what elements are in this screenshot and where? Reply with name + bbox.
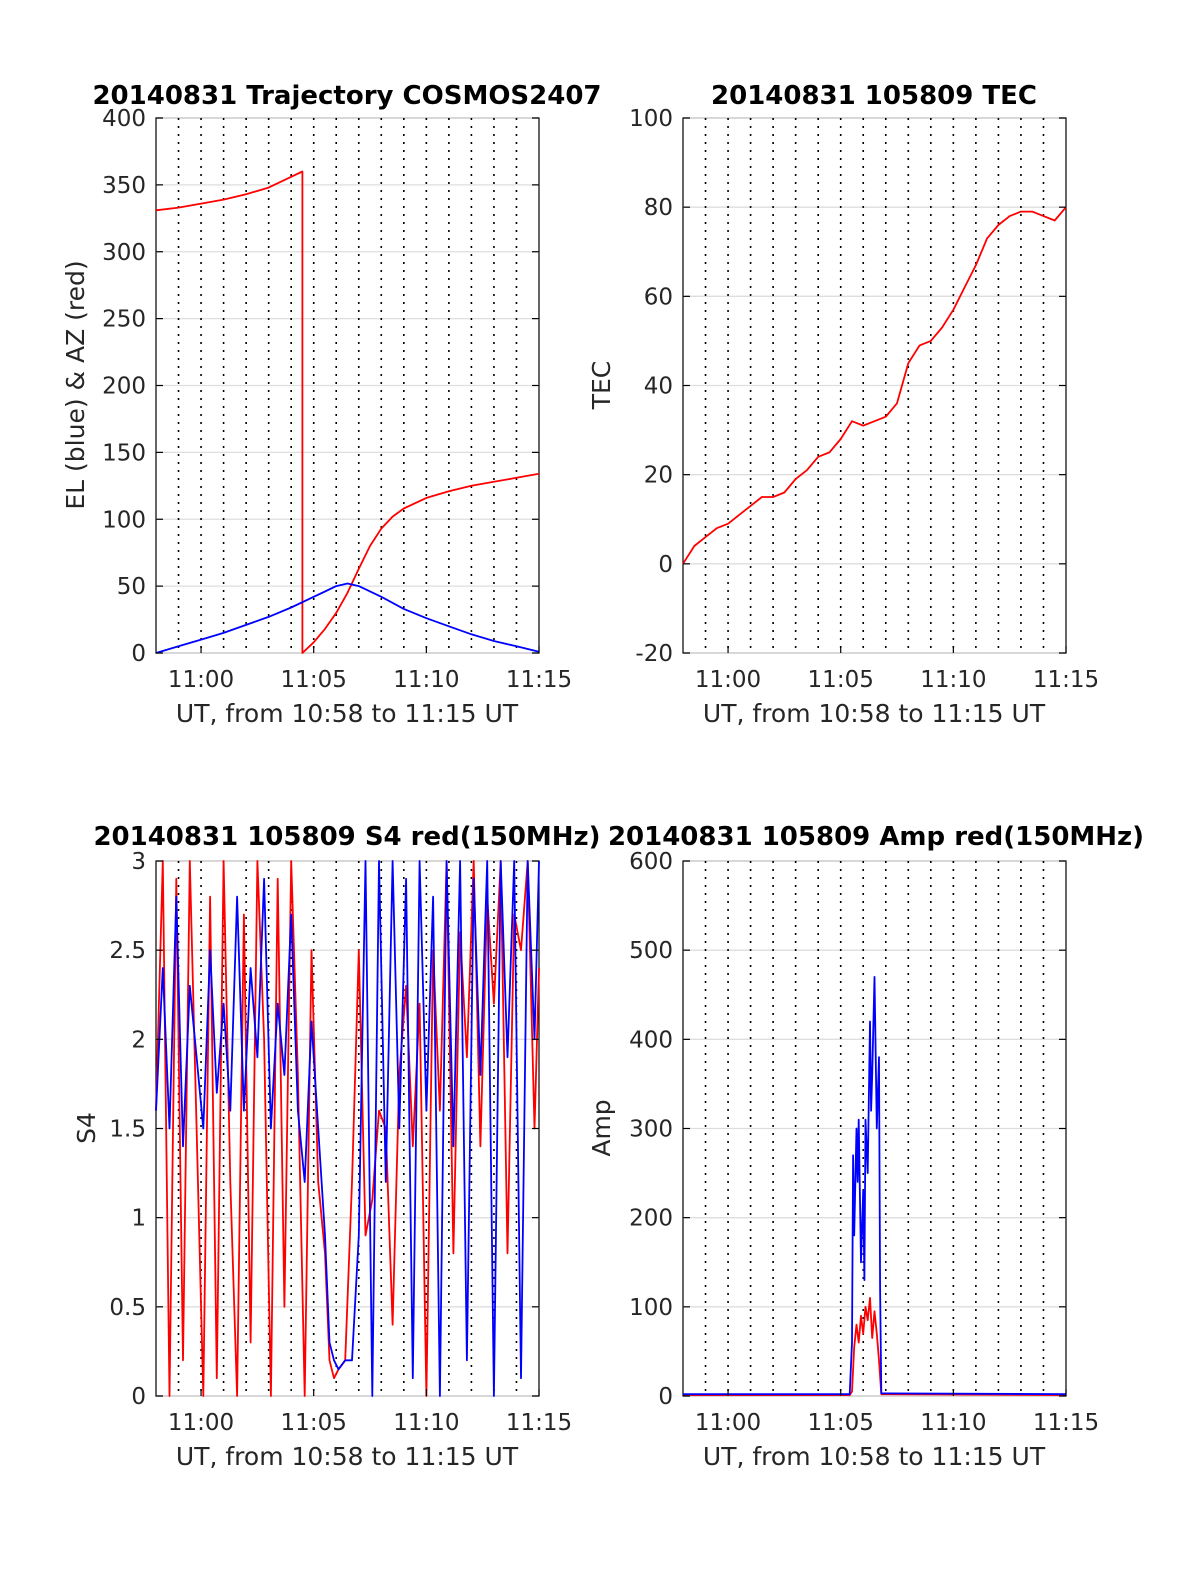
- tec-y-ticks: -20 0 20 40 60 80 100: [629, 106, 1066, 667]
- trajectory-panel: 0 50 100 150 200 250 300 350 400 11:00 11:05 11:10…: [61, 81, 602, 728]
- amp-y-tick-label: 200: [629, 1206, 673, 1232]
- s4-y-tick-label: 2.5: [109, 938, 146, 964]
- trajectory-x-ticks: 11:00 11:05 11:10 11:15: [168, 646, 572, 693]
- amp-series-1: [683, 976, 1067, 1396]
- s4-y-tick-label: 1: [131, 1206, 146, 1232]
- tec-grid: [683, 117, 1066, 654]
- s4-x-tick-label: 11:05: [281, 1410, 347, 1436]
- s4-x-tick-label: 11:15: [506, 1410, 572, 1436]
- trajectory-y-tick-label: 200: [102, 374, 146, 400]
- amp-panel: 0 100 200 300 400 500 600 11:00 11:05 11:10 11:15…: [587, 822, 1144, 1471]
- s4-x-tick-label: 11:00: [168, 1410, 234, 1436]
- s4-panel: 0 0.5 1 1.5 2 2.5 3 11:00 11:05 11:10 11:15 20140…: [72, 822, 601, 1471]
- amp-y-tick-label: 100: [629, 1295, 673, 1321]
- tec-x-label: UT, from 10:58 to 11:15 UT: [703, 699, 1046, 728]
- trajectory-title: 20140831 Trajectory COSMOS2407: [92, 81, 601, 111]
- tec-x-ticks: 11:00 11:05 11:10 11:15: [695, 646, 1099, 693]
- trajectory-y-label: EL (blue) & AZ (red): [61, 260, 90, 509]
- tec-x-tick-label: 11:15: [1033, 667, 1099, 693]
- tec-y-tick-label: -20: [635, 641, 673, 667]
- s4-series-1: [155, 860, 540, 1397]
- amp-y-tick-label: 400: [629, 1027, 673, 1053]
- trajectory-series: [155, 170, 540, 654]
- tec-y-tick-label: 60: [644, 284, 673, 310]
- trajectory-x-tick-label: 11:15: [506, 667, 572, 693]
- tec-series: [682, 206, 1067, 565]
- amp-x-tick-label: 11:00: [695, 1410, 761, 1436]
- s4-x-ticks: 11:00 11:05 11:10 11:15: [168, 1389, 572, 1436]
- tec-y-tick-label: 20: [644, 463, 673, 489]
- trajectory-y-tick-label: 300: [102, 240, 146, 266]
- trajectory-y-tick-label: 50: [117, 574, 146, 600]
- s4-y-ticks: 0 0.5 1 1.5 2 2.5 3: [109, 849, 539, 1410]
- s4-x-tick-label: 11:10: [393, 1410, 459, 1436]
- amp-x-tick-label: 11:15: [1033, 1410, 1099, 1436]
- trajectory-y-ticks: 0 50 100 150 200 250 300 350 400: [102, 106, 539, 667]
- tec-title: 20140831 105809 TEC: [711, 81, 1037, 111]
- tec-y-tick-label: 100: [629, 106, 673, 132]
- s4-series: [155, 860, 540, 1397]
- s4-x-label: UT, from 10:58 to 11:15 UT: [176, 1442, 519, 1471]
- trajectory-y-tick-label: 100: [102, 507, 146, 533]
- amp-x-ticks: 11:00 11:05 11:10 11:15: [695, 1389, 1099, 1436]
- tec-x-tick-label: 11:10: [920, 667, 986, 693]
- trajectory-series-1: [155, 582, 540, 654]
- s4-y-tick-label: 1.5: [109, 1117, 146, 1143]
- s4-y-tick-label: 0.5: [109, 1295, 146, 1321]
- amp-y-tick-label: 300: [629, 1117, 673, 1143]
- amp-grid: [683, 860, 1066, 1397]
- amp-x-label: UT, from 10:58 to 11:15 UT: [703, 1442, 1046, 1471]
- trajectory-series-0: [155, 170, 540, 654]
- trajectory-y-tick-label: 350: [102, 173, 146, 199]
- amp-series-0: [683, 1297, 1067, 1396]
- trajectory-y-tick-label: 150: [102, 440, 146, 466]
- trajectory-y-tick-label: 250: [102, 307, 146, 333]
- trajectory-y-tick-label: 400: [102, 106, 146, 132]
- amp-y-tick-label: 0: [658, 1384, 673, 1410]
- trajectory-x-tick-label: 11:00: [168, 667, 234, 693]
- tec-panel: -20 0 20 40 60 80 100 11:00 11:05 11:10 11:15 201…: [587, 81, 1099, 728]
- amp-y-label: Amp: [587, 1099, 616, 1156]
- amp-y-ticks: 0 100 200 300 400 500 600: [629, 849, 1066, 1410]
- s4-y-tick-label: 3: [131, 849, 146, 875]
- amp-y-tick-label: 600: [629, 849, 673, 875]
- amp-x-tick-label: 11:05: [808, 1410, 874, 1436]
- trajectory-x-tick-label: 11:10: [393, 667, 459, 693]
- tec-y-tick-label: 40: [644, 374, 673, 400]
- tec-y-tick-label: 80: [644, 195, 673, 221]
- trajectory-x-tick-label: 11:05: [281, 667, 347, 693]
- s4-y-label: S4: [72, 1112, 101, 1144]
- tec-x-tick-label: 11:05: [808, 667, 874, 693]
- tec-y-label: TEC: [587, 361, 616, 411]
- amp-series: [683, 976, 1067, 1396]
- trajectory-x-label: UT, from 10:58 to 11:15 UT: [176, 699, 519, 728]
- trajectory-y-tick-label: 0: [131, 641, 146, 667]
- amp-title: 20140831 105809 Amp red(150MHz): [608, 822, 1144, 852]
- tec-y-tick-label: 0: [658, 552, 673, 578]
- s4-y-tick-label: 0: [131, 1384, 146, 1410]
- s4-title: 20140831 105809 S4 red(150MHz): [93, 822, 600, 852]
- tec-series-0: [682, 206, 1067, 565]
- amp-y-tick-label: 500: [629, 938, 673, 964]
- tec-x-tick-label: 11:00: [695, 667, 761, 693]
- amp-x-tick-label: 11:10: [920, 1410, 986, 1436]
- s4-y-tick-label: 2: [131, 1027, 146, 1053]
